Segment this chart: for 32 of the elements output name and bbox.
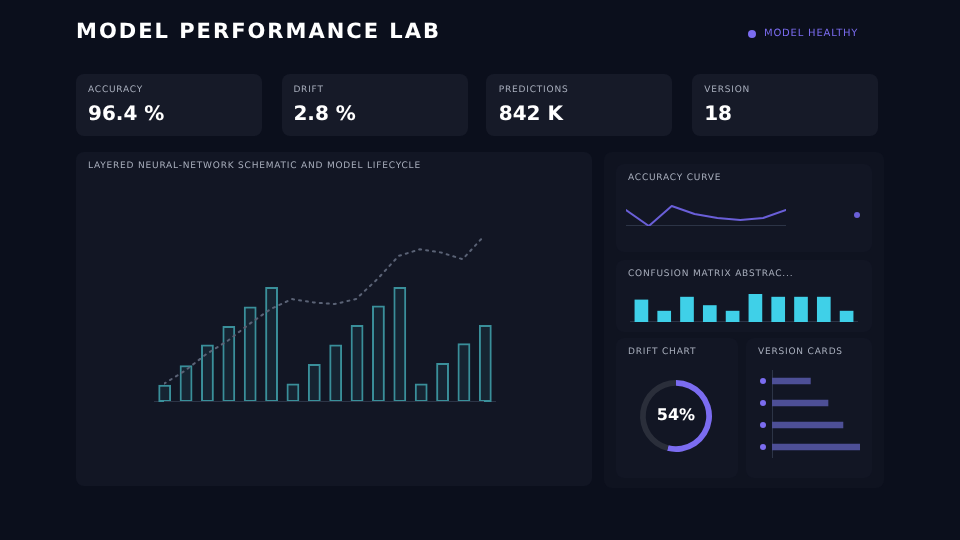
bar <box>201 344 214 402</box>
bar <box>478 324 492 402</box>
bar <box>816 296 831 322</box>
text: 2.8 % <box>293 104 356 126</box>
bar <box>772 443 860 451</box>
data-label: 54% <box>656 406 696 425</box>
bar <box>772 421 844 429</box>
bar <box>372 305 385 402</box>
bar <box>794 296 808 322</box>
bar <box>725 310 740 322</box>
bar <box>680 296 694 322</box>
bar <box>772 399 829 407</box>
text: 96.4 % <box>88 104 165 126</box>
text: 18 <box>704 104 733 126</box>
bar <box>634 299 649 322</box>
bar <box>307 364 321 402</box>
bar <box>657 310 672 322</box>
bar <box>436 362 449 402</box>
bar <box>748 294 763 322</box>
bar <box>350 324 364 402</box>
bar <box>839 310 854 322</box>
bar <box>702 305 717 322</box>
bar <box>222 326 236 402</box>
bar <box>457 343 471 402</box>
bar <box>265 287 278 402</box>
bar <box>771 296 786 322</box>
bar <box>329 344 343 402</box>
text: 842 K <box>498 104 563 126</box>
bar <box>772 377 811 385</box>
bar <box>393 287 407 402</box>
bar <box>243 306 257 402</box>
text: MODEL PERFORMANCE LAB <box>76 20 441 44</box>
